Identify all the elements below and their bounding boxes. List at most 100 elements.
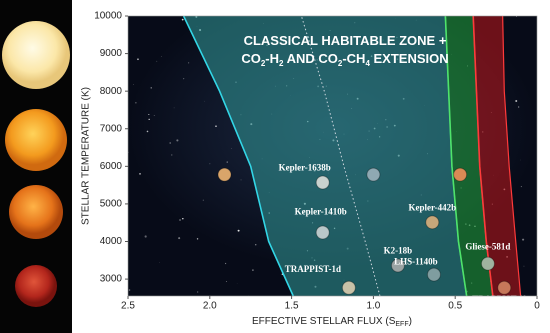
star [255, 244, 257, 246]
star [176, 139, 179, 142]
star [215, 125, 217, 128]
title-segment: -H [265, 51, 279, 66]
star-icon [5, 109, 67, 171]
x-label-segment: EFFECTIVE STELLAR FLUX (S [252, 316, 396, 327]
x-tick-label: 0.5 [448, 301, 462, 312]
star [182, 217, 184, 220]
star [209, 163, 211, 165]
planet-label: K2-18b [384, 246, 413, 256]
star [148, 113, 150, 116]
star [188, 62, 190, 64]
planet-label: Kepler-1410b [295, 207, 347, 217]
x-tick-label: 1.5 [285, 301, 299, 312]
star [159, 262, 160, 263]
star-icon [2, 21, 70, 89]
chart-title: CLASSICAL HABITABLE ZONE + [244, 33, 447, 48]
planet-label: Gliese-581d [465, 242, 510, 252]
star [225, 281, 227, 283]
star [183, 78, 185, 80]
star [237, 229, 240, 232]
x-tick-label: 1.0 [366, 301, 380, 312]
star [252, 269, 254, 271]
star [240, 179, 242, 181]
star [150, 87, 152, 89]
star [128, 289, 131, 291]
star [146, 130, 149, 133]
star [202, 199, 204, 201]
y-tick-label: 9000 [100, 48, 123, 59]
star [153, 115, 155, 116]
zone-edge [502, 16, 522, 296]
planet [315, 175, 330, 190]
planet-label: Kepler-1638b [279, 163, 331, 173]
points: Kepler-1638b Kepler-1410b Kepler-442b K2-18… [217, 163, 528, 304]
star [169, 142, 172, 144]
planet [390, 258, 405, 273]
y-tick-label: 10000 [94, 11, 122, 22]
star [144, 235, 147, 238]
y-tick-label: 3000 [100, 274, 123, 285]
zones [182, 16, 522, 296]
star [173, 107, 175, 109]
star-icon [9, 185, 63, 239]
planet [217, 167, 232, 182]
star [520, 186, 522, 188]
planet [480, 256, 495, 271]
y-tick-label: 4000 [100, 236, 123, 247]
planet [315, 225, 330, 240]
title-segment: AND CO [283, 51, 337, 66]
planet-label: TRAPPIST-1d [285, 264, 341, 274]
star-icon [15, 265, 57, 307]
planet-label: LHS-1140b [394, 257, 438, 267]
zone-area [183, 16, 467, 296]
star [179, 219, 182, 221]
planet [366, 167, 381, 182]
planet [425, 215, 440, 230]
x-tick-label: 0 [534, 301, 540, 312]
x-tick-label: 2.5 [121, 301, 135, 312]
star [133, 84, 134, 86]
planet [453, 167, 468, 182]
star [522, 238, 525, 241]
title-segment: EXTENSION [370, 51, 449, 66]
y-tick-label: 8000 [100, 86, 123, 97]
x-axis-label: EFFECTIVE STELLAR FLUX (SEFF) [252, 316, 412, 328]
star [178, 237, 181, 240]
star [196, 238, 199, 240]
star [181, 18, 184, 21]
star [171, 154, 173, 156]
y-tick-label: 7000 [100, 123, 123, 134]
star [226, 161, 228, 163]
planet [497, 280, 512, 295]
star [197, 291, 199, 293]
title-segment: 2 [279, 59, 284, 68]
y-tick-label: 5000 [100, 199, 123, 210]
star [523, 265, 525, 267]
star [148, 118, 150, 120]
zone-edge [182, 16, 294, 296]
x-tick-label: 2.0 [203, 301, 217, 312]
star [518, 106, 520, 108]
planet [341, 280, 356, 295]
title-segment: CLASSICAL HABITABLE ZONE + [244, 33, 447, 48]
x-label-segment: EFF [395, 321, 408, 328]
star [231, 148, 232, 150]
star [137, 58, 139, 61]
y-axis-label: STELLAR TEMPERATURE (K) [81, 87, 92, 225]
star [135, 101, 137, 104]
star [224, 262, 227, 265]
star [515, 100, 518, 102]
title-segment: CO [241, 51, 261, 66]
star [161, 55, 162, 57]
planet-label: TRAPPIST-1h [472, 294, 528, 304]
star [156, 60, 158, 62]
planet [426, 267, 441, 282]
title-segment: 4 [365, 59, 370, 68]
y-tick-label: 6000 [100, 161, 123, 172]
title-segment: -CH [342, 51, 365, 66]
title-segment: 2 [338, 59, 343, 68]
title-segment: 2 [261, 59, 266, 68]
planet-label: Kepler-442b [408, 202, 456, 212]
star [139, 173, 141, 175]
